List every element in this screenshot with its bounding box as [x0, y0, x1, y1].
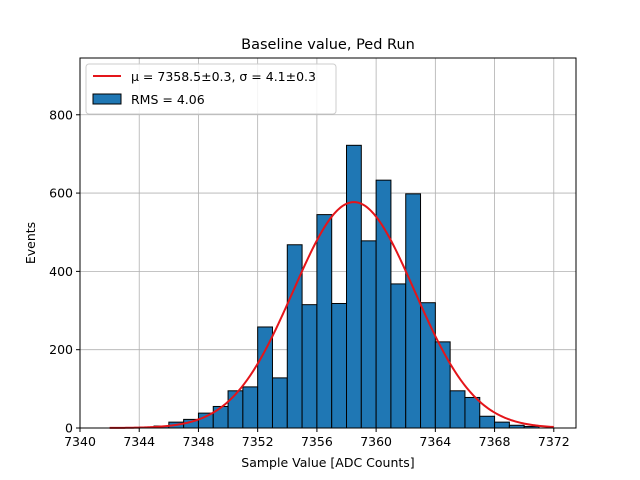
histogram-bar	[434, 341, 451, 429]
chart-title: Baseline value, Ped Run	[241, 37, 415, 53]
histogram-bar	[331, 302, 348, 429]
histogram-bar	[346, 144, 362, 429]
histogram-bar	[494, 421, 510, 429]
plot-frame	[79, 57, 577, 429]
histogram-bar	[405, 193, 422, 429]
x-tick-label: 7348	[183, 434, 215, 449]
histogram-bar	[316, 214, 333, 429]
x-axis-ticks: 7340 7344 7348 7352 7356 7360 7364 7368 7372	[64, 428, 570, 449]
histogram-bar	[449, 390, 466, 429]
histogram-bar	[197, 412, 214, 429]
x-tick-label: 7368	[479, 434, 511, 449]
y-tick-label: 600	[49, 186, 73, 201]
x-tick-label: 7352	[242, 434, 274, 449]
histogram-bar	[227, 390, 244, 429]
histogram-bar	[464, 396, 481, 429]
legend-box	[85, 63, 337, 115]
legend-rms-swatch	[92, 93, 122, 105]
histogram-bar	[375, 179, 392, 429]
histogram-bar	[271, 377, 288, 429]
histogram-bar	[286, 244, 303, 429]
histogram-bar	[360, 240, 377, 429]
legend: μ = 7358.5±0.3, σ = 4.1±0.3 RMS = 4.06	[85, 63, 337, 115]
y-tick-label: 400	[49, 264, 73, 279]
y-tick-label: 800	[49, 107, 73, 122]
x-tick-label: 7364	[419, 434, 451, 449]
y-tick-label: 0	[65, 421, 73, 436]
y-axis-label: Events	[23, 222, 38, 264]
x-tick-label: 7372	[538, 434, 570, 449]
x-axis-label: Sample Value [ADC Counts]	[241, 455, 414, 470]
x-tick-label: 7344	[123, 434, 155, 449]
gaussian-fit-curve	[109, 201, 554, 429]
histogram-bar	[212, 405, 229, 429]
x-tick-label: 7360	[360, 434, 392, 449]
histogram-bar	[301, 304, 318, 429]
histogram-bar	[242, 386, 259, 429]
histogram-bar	[479, 415, 496, 429]
histogram-bar	[390, 283, 407, 429]
legend-fit-label: μ = 7358.5±0.3, σ = 4.1±0.3	[131, 69, 316, 84]
y-axis-ticks: 0 200 400 600 800	[49, 107, 80, 436]
y-tick-label: 200	[49, 342, 73, 357]
legend-rms-label: RMS = 4.06	[131, 92, 205, 107]
x-tick-label: 7340	[64, 434, 96, 449]
x-tick-label: 7356	[301, 434, 333, 449]
